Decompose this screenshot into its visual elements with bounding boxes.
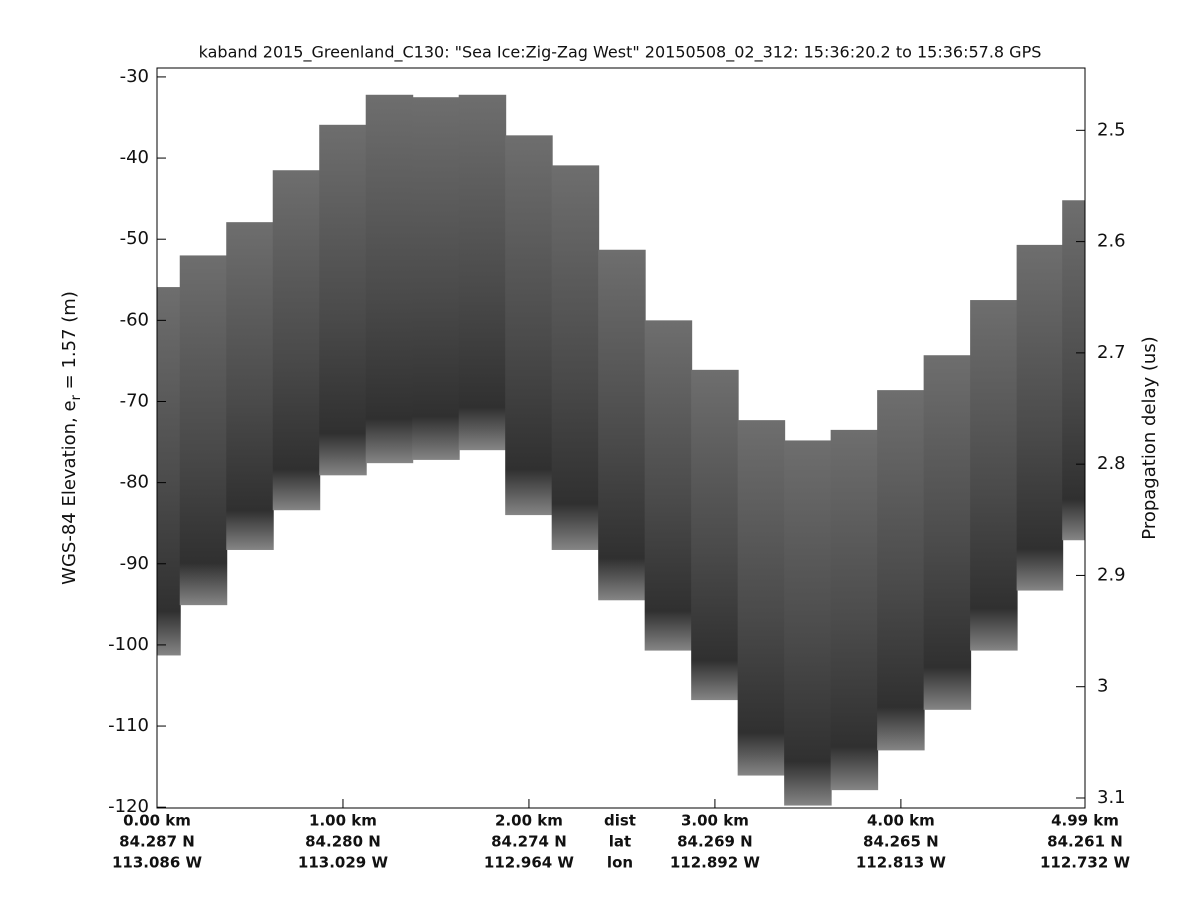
x-row-label: dist bbox=[604, 812, 636, 830]
x-tick-lon: 112.732 W bbox=[1040, 854, 1131, 872]
echogram-column bbox=[691, 369, 739, 701]
echogram-column bbox=[877, 390, 925, 751]
y-tick-label: -70 bbox=[120, 390, 149, 411]
x-tick-lon: 112.964 W bbox=[484, 854, 575, 872]
y-tick-label: -100 bbox=[108, 634, 149, 655]
x-tick-label: 4.99 km bbox=[1051, 812, 1119, 830]
chart-title: kaband 2015_Greenland_C130: "Sea Ice:Zig… bbox=[199, 43, 1042, 63]
plot-frame bbox=[156, 67, 1086, 809]
x-tick-lat: 84.280 N bbox=[305, 833, 381, 851]
echogram-column bbox=[319, 124, 367, 476]
x-tick-lon: 113.086 W bbox=[112, 854, 203, 872]
y2-tick-label: 2.9 bbox=[1097, 564, 1126, 585]
echogram-column bbox=[365, 94, 414, 464]
y2-tick-label: 3 bbox=[1097, 676, 1108, 697]
echogram-column bbox=[644, 320, 693, 651]
echogram-column bbox=[272, 170, 321, 511]
y2-axis-label: Propagation delay (us) bbox=[1139, 336, 1160, 539]
x-tick-lat: 84.269 N bbox=[677, 833, 753, 851]
y2-tick-label: 3.1 bbox=[1097, 787, 1126, 808]
x-tick-label: 2.00 km bbox=[495, 812, 563, 830]
echogram-column bbox=[1062, 200, 1086, 541]
x-row-label: lat bbox=[609, 833, 631, 851]
x-tick-lon: 112.813 W bbox=[856, 854, 947, 872]
y2-tick-label: 2.5 bbox=[1097, 119, 1126, 140]
x-tick-lat: 84.265 N bbox=[863, 833, 939, 851]
echogram-column bbox=[156, 287, 181, 656]
y-tick-label: -30 bbox=[120, 66, 149, 87]
y2-tick-label: 2.8 bbox=[1097, 453, 1126, 474]
x-tick-label: 1.00 km bbox=[309, 812, 377, 830]
y2-tick-label: 2.7 bbox=[1097, 342, 1126, 363]
y-label-subscript: r bbox=[69, 394, 84, 400]
echogram-column bbox=[226, 222, 274, 550]
x-tick-lat: 84.261 N bbox=[1047, 833, 1123, 851]
y-tick-label: -50 bbox=[120, 228, 149, 249]
x-tick-lat: 84.274 N bbox=[491, 833, 567, 851]
echogram-column bbox=[412, 97, 460, 460]
echogram-column bbox=[1016, 244, 1064, 591]
y2-tick-label: 2.6 bbox=[1097, 231, 1126, 252]
echogram-column bbox=[179, 255, 228, 606]
echogram-column bbox=[598, 249, 646, 601]
y-axis-label: WGS-84 Elevation, er = 1.57 (m) bbox=[59, 291, 84, 585]
y-tick-label: -40 bbox=[120, 147, 149, 168]
y-tick-label: -110 bbox=[108, 715, 149, 736]
y-label-text: WGS-84 Elevation, e bbox=[59, 400, 80, 584]
x-row-label: lon bbox=[607, 854, 633, 872]
echogram-column bbox=[458, 94, 507, 451]
echogram-column bbox=[830, 429, 879, 791]
x-tick-lon: 112.892 W bbox=[670, 854, 761, 872]
y-tick-label: -90 bbox=[120, 553, 149, 574]
echogram-column bbox=[784, 440, 832, 806]
x-tick-lat: 84.287 N bbox=[119, 833, 195, 851]
echogram-column bbox=[923, 355, 972, 710]
echogram-column bbox=[505, 135, 553, 516]
x-tick-label: 4.00 km bbox=[867, 812, 935, 830]
x-tick-label: 0.00 km bbox=[123, 812, 191, 830]
echogram-column bbox=[737, 420, 786, 776]
y-tick-label: -120 bbox=[108, 796, 149, 817]
y-tick-label: -80 bbox=[120, 472, 149, 493]
y-label-text: = 1.57 (m) bbox=[59, 291, 80, 395]
x-tick-label: 3.00 km bbox=[681, 812, 749, 830]
x-tick-lon: 113.029 W bbox=[298, 854, 389, 872]
echogram-column bbox=[551, 165, 600, 550]
echogram-column bbox=[970, 300, 1018, 651]
y-tick-label: -60 bbox=[120, 309, 149, 330]
